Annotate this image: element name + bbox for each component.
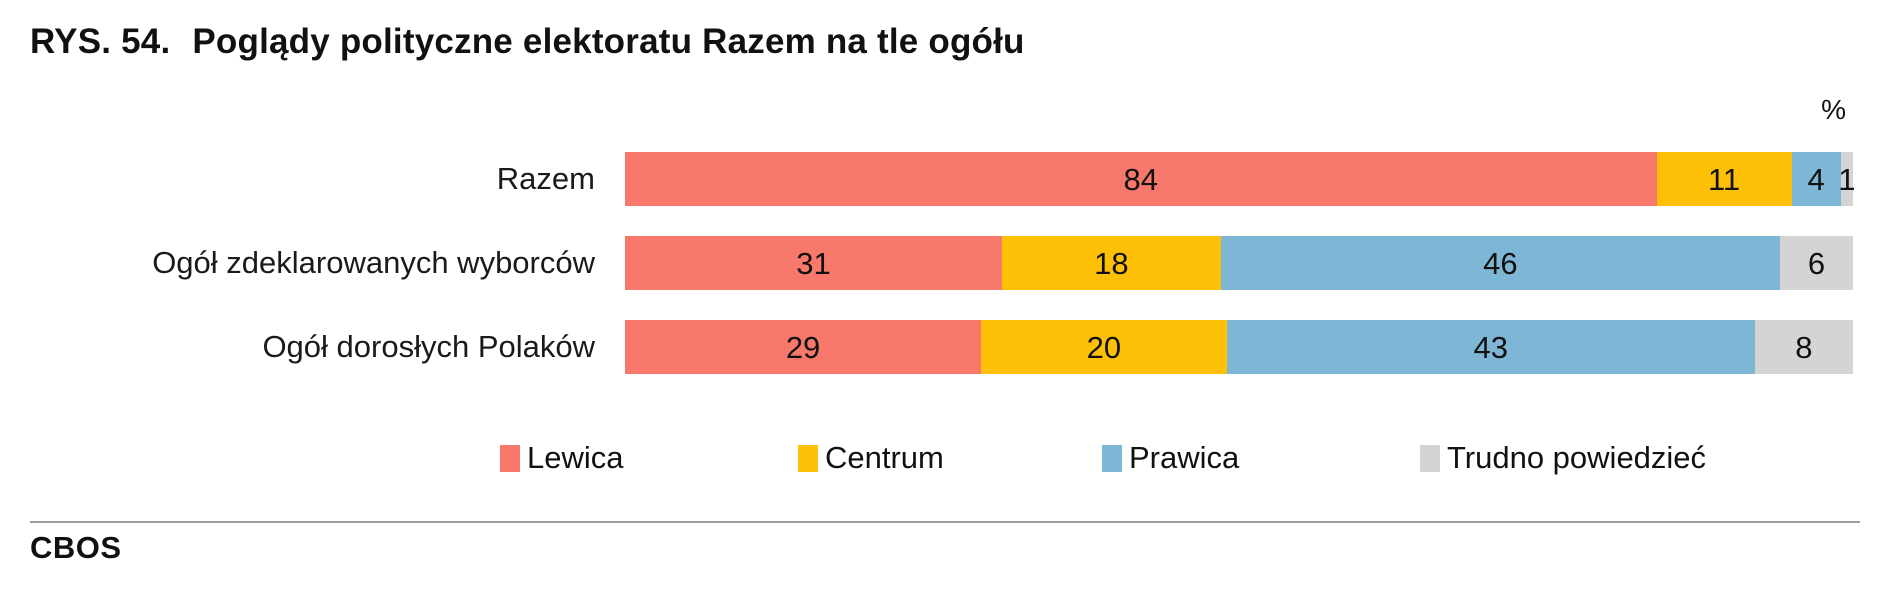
category-label: Razem xyxy=(496,161,595,196)
legend-item-trudno-powiedziec: Trudno powiedzieć xyxy=(1420,438,1706,478)
bar-segment-lewica: 31 xyxy=(625,236,1002,290)
bar-segment-lewica: 29 xyxy=(625,320,982,374)
value-label: 31 xyxy=(796,245,831,281)
bar-row: Razem 84 11 4 1 xyxy=(0,152,1856,206)
chart-title: RYS. 54. Poglądy polityczne elektoratu Ra… xyxy=(30,22,1025,62)
value-label: 20 xyxy=(1086,329,1122,365)
bar-row: Ogół dorosłych Polaków 29 20 43 8 xyxy=(0,320,1853,374)
legend-swatch-icon xyxy=(798,444,818,472)
cbos-logo: CBOS xyxy=(30,530,122,565)
stacked-bar: 31 18 46 6 xyxy=(625,236,1853,290)
bar-row: Ogół zdeklarowanych wyborców 31 18 46 6 xyxy=(0,236,1853,290)
value-label: 84 xyxy=(1123,161,1158,197)
stacked-bar: 84 11 4 1 xyxy=(625,152,1856,206)
bar-segment-centrum: 11 xyxy=(1656,152,1792,206)
bar-segment-prawica: 4 xyxy=(1791,152,1841,206)
legend-item-prawica: Prawica xyxy=(1102,438,1239,478)
bar-segment-centrum: 18 xyxy=(1001,236,1221,290)
legend-swatch-icon xyxy=(1420,444,1440,472)
bar-segment-lewica: 84 xyxy=(625,152,1657,206)
bar-segment-trudno-powiedziec: 1 xyxy=(1838,152,1856,206)
bar-segment-trudno-powiedziec: 6 xyxy=(1780,236,1853,290)
footer-divider xyxy=(30,521,1860,523)
percent-unit-label: % xyxy=(1821,94,1846,125)
value-label: 6 xyxy=(1807,245,1826,281)
legend-label: Centrum xyxy=(825,440,944,475)
legend-item-lewica: Lewica xyxy=(500,438,624,478)
category-label: Ogół dorosłych Polaków xyxy=(262,329,595,364)
legend-swatch-icon xyxy=(1102,444,1122,472)
legend-label: Prawica xyxy=(1129,440,1240,475)
category-label: Ogół zdeklarowanych wyborców xyxy=(152,245,595,280)
value-label: 46 xyxy=(1483,245,1518,281)
value-label: 8 xyxy=(1795,329,1813,365)
figure-number: RYS. 54. xyxy=(30,22,171,61)
bar-segment-centrum: 20 xyxy=(981,320,1227,374)
value-label: 29 xyxy=(785,329,821,365)
bar-segment-trudno-powiedziec: 8 xyxy=(1754,320,1853,374)
bar-segment-prawica: 43 xyxy=(1226,320,1755,374)
legend-label: Trudno powiedzieć xyxy=(1447,440,1707,475)
value-label: 43 xyxy=(1473,329,1508,365)
value-label: 18 xyxy=(1094,245,1129,281)
bar-segment-prawica: 46 xyxy=(1220,236,1781,290)
value-label: 4 xyxy=(1807,161,1825,197)
chart-title-text: Poglądy polityczne elektoratu Razem na t… xyxy=(192,22,1025,61)
legend-label: Lewica xyxy=(527,440,624,475)
stacked-bar: 29 20 43 8 xyxy=(625,320,1853,374)
value-label: 11 xyxy=(1707,161,1741,197)
chart-legend: Lewica Centrum Prawica Trudno powiedzieć xyxy=(0,438,1890,478)
value-label: 1 xyxy=(1838,161,1856,197)
bar-chart-area: Razem 84 11 4 1 Ogół zdeklarowanych wyborców 3… xyxy=(0,152,1856,404)
legend-item-centrum: Centrum xyxy=(798,438,944,478)
legend-swatch-icon xyxy=(500,444,520,472)
